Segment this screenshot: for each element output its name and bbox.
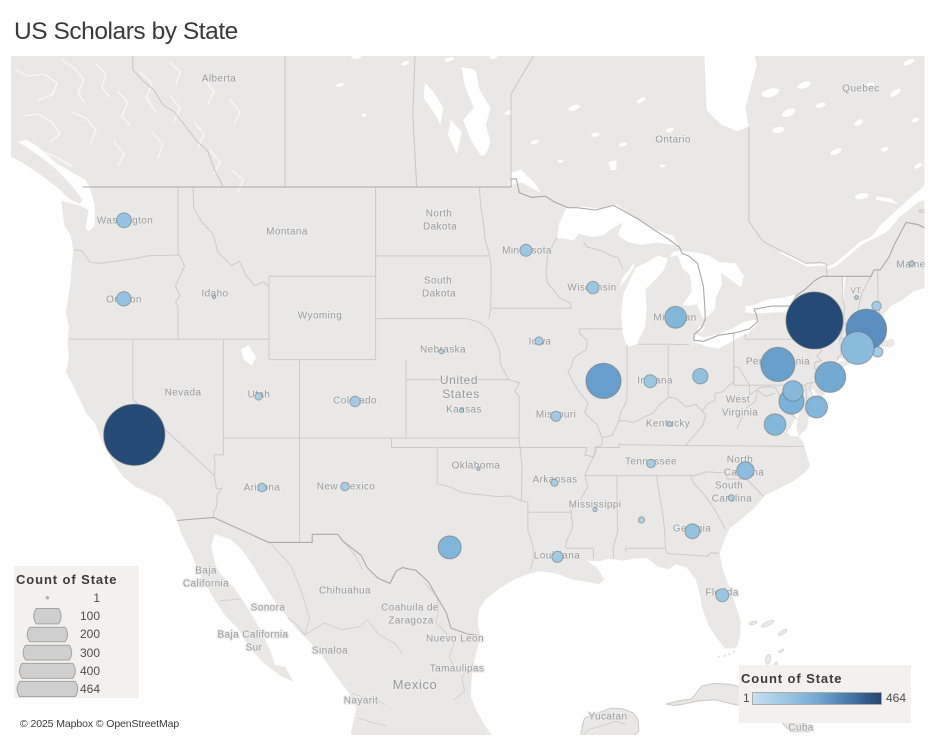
svg-text:Dakota: Dakota: [423, 222, 457, 233]
svg-text:Kansas: Kansas: [446, 405, 482, 416]
svg-text:Nuevo Leon: Nuevo Leon: [426, 634, 484, 645]
svg-text:Quebec: Quebec: [842, 84, 879, 95]
svg-text:VT: VT: [850, 287, 861, 296]
svg-text:Sur: Sur: [246, 643, 263, 654]
svg-text:California: California: [183, 579, 229, 590]
svg-text:Sinaloa: Sinaloa: [312, 646, 348, 657]
svg-text:Mississippi: Mississippi: [569, 500, 622, 511]
svg-text:Sonora: Sonora: [251, 603, 286, 614]
svg-text:South: South: [715, 481, 743, 492]
svg-text:Alberta: Alberta: [202, 74, 237, 85]
svg-text:Tamaulipas: Tamaulipas: [430, 664, 485, 675]
svg-text:Nayarit: Nayarit: [344, 696, 378, 707]
svg-text:States: States: [442, 387, 480, 401]
svg-text:West: West: [726, 395, 750, 406]
svg-text:Mexico: Mexico: [393, 677, 438, 692]
svg-text:Cuba: Cuba: [788, 723, 814, 734]
svg-text:Ontario: Ontario: [655, 135, 691, 146]
svg-text:Oklahoma: Oklahoma: [452, 461, 501, 472]
svg-text:Jalisco: Jalisco: [373, 736, 406, 747]
svg-text:Coahuila de: Coahuila de: [381, 603, 439, 614]
svg-text:Idaho: Idaho: [201, 289, 228, 300]
svg-text:United: United: [440, 373, 478, 387]
svg-text:Montana: Montana: [266, 227, 308, 238]
svg-text:South: South: [424, 276, 452, 287]
svg-text:Zaragoza: Zaragoza: [388, 616, 433, 627]
svg-text:Nevada: Nevada: [165, 388, 202, 399]
svg-text:Yucatan: Yucatan: [589, 712, 628, 723]
svg-text:Dakota: Dakota: [422, 289, 456, 300]
svg-text:Virginia: Virginia: [722, 408, 758, 419]
svg-text:Chihuahua: Chihuahua: [319, 586, 371, 597]
svg-text:Baja: Baja: [195, 566, 217, 577]
svg-text:Wyoming: Wyoming: [298, 311, 342, 322]
svg-text:Baja California: Baja California: [217, 630, 288, 641]
svg-text:North: North: [426, 209, 452, 220]
